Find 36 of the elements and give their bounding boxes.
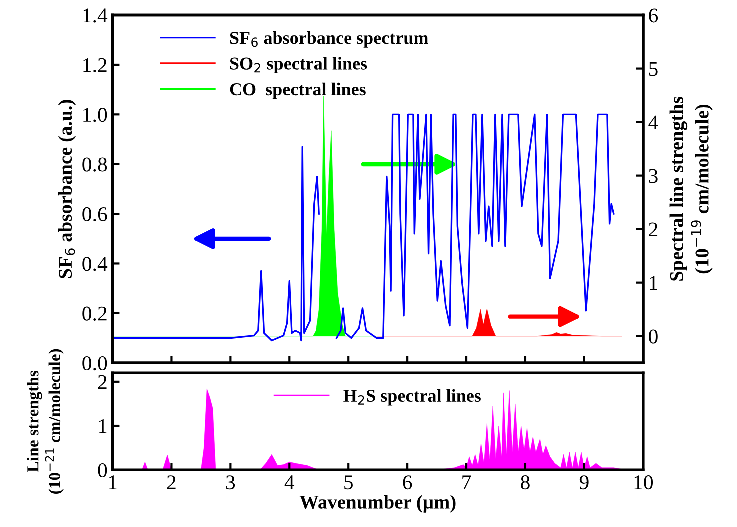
legend-label: CO spectral lines <box>230 82 366 100</box>
y-tick-label: 0.8 <box>82 158 108 172</box>
y-tick-label: 0.6 <box>82 207 108 222</box>
y2-tick-label: 0 <box>649 330 658 344</box>
y2-tick-label: 5 <box>649 62 658 76</box>
x-tick-label: 3 <box>226 476 236 490</box>
y2-tick-label: 4 <box>648 116 658 130</box>
x-tick-label: 8 <box>521 476 530 490</box>
y2-tick-label: 2 <box>649 222 658 237</box>
y2-tick-label: 3 <box>649 169 658 184</box>
legend-label: SO$_{2}$ spectral lines <box>230 57 368 74</box>
y-axis-title: SF$_{6}$ absorbance (a.u.) <box>58 100 76 278</box>
y-tick-label: 0 <box>98 463 108 478</box>
x-tick-label: 1 <box>109 476 117 490</box>
y-tick-label: 1.0 <box>84 108 108 122</box>
x-tick-label: 10 <box>634 476 654 490</box>
y2-axis-title: Spectral line strengths (10$^{−19}$ cm/molecule) <box>670 96 713 281</box>
y-tick-label: 1.4 <box>84 8 108 23</box>
y2-tick-label: 6 <box>649 8 658 23</box>
y-tick-label: 1.2 <box>84 58 107 72</box>
y-tick-label: 1 <box>99 419 107 434</box>
y-tick-label: 0.4 <box>82 257 108 272</box>
x-axis-title: Wavenumber (μm) <box>300 495 456 513</box>
x-tick-label: 7 <box>462 476 472 490</box>
x-tick-label: 6 <box>403 476 412 490</box>
legend-label: H$_{2}$S spectral lines <box>344 389 481 406</box>
y-tick-label: 0.2 <box>82 306 107 321</box>
y2-tick-label: 1 <box>650 276 658 290</box>
y-axis-title: Line strengths (10$^{−21}$ cm/molecule) <box>27 349 64 494</box>
y-tick-label: 0.0 <box>82 356 108 371</box>
legend-label: SF$_{6}$ absorbance spectrum <box>230 32 428 48</box>
x-tick-label: 2 <box>167 476 176 490</box>
x-tick-label: 5 <box>344 476 353 490</box>
x-tick-label: 4 <box>284 476 295 490</box>
x-tick-label: 9 <box>580 476 589 490</box>
y-tick-label: 2 <box>98 375 107 390</box>
